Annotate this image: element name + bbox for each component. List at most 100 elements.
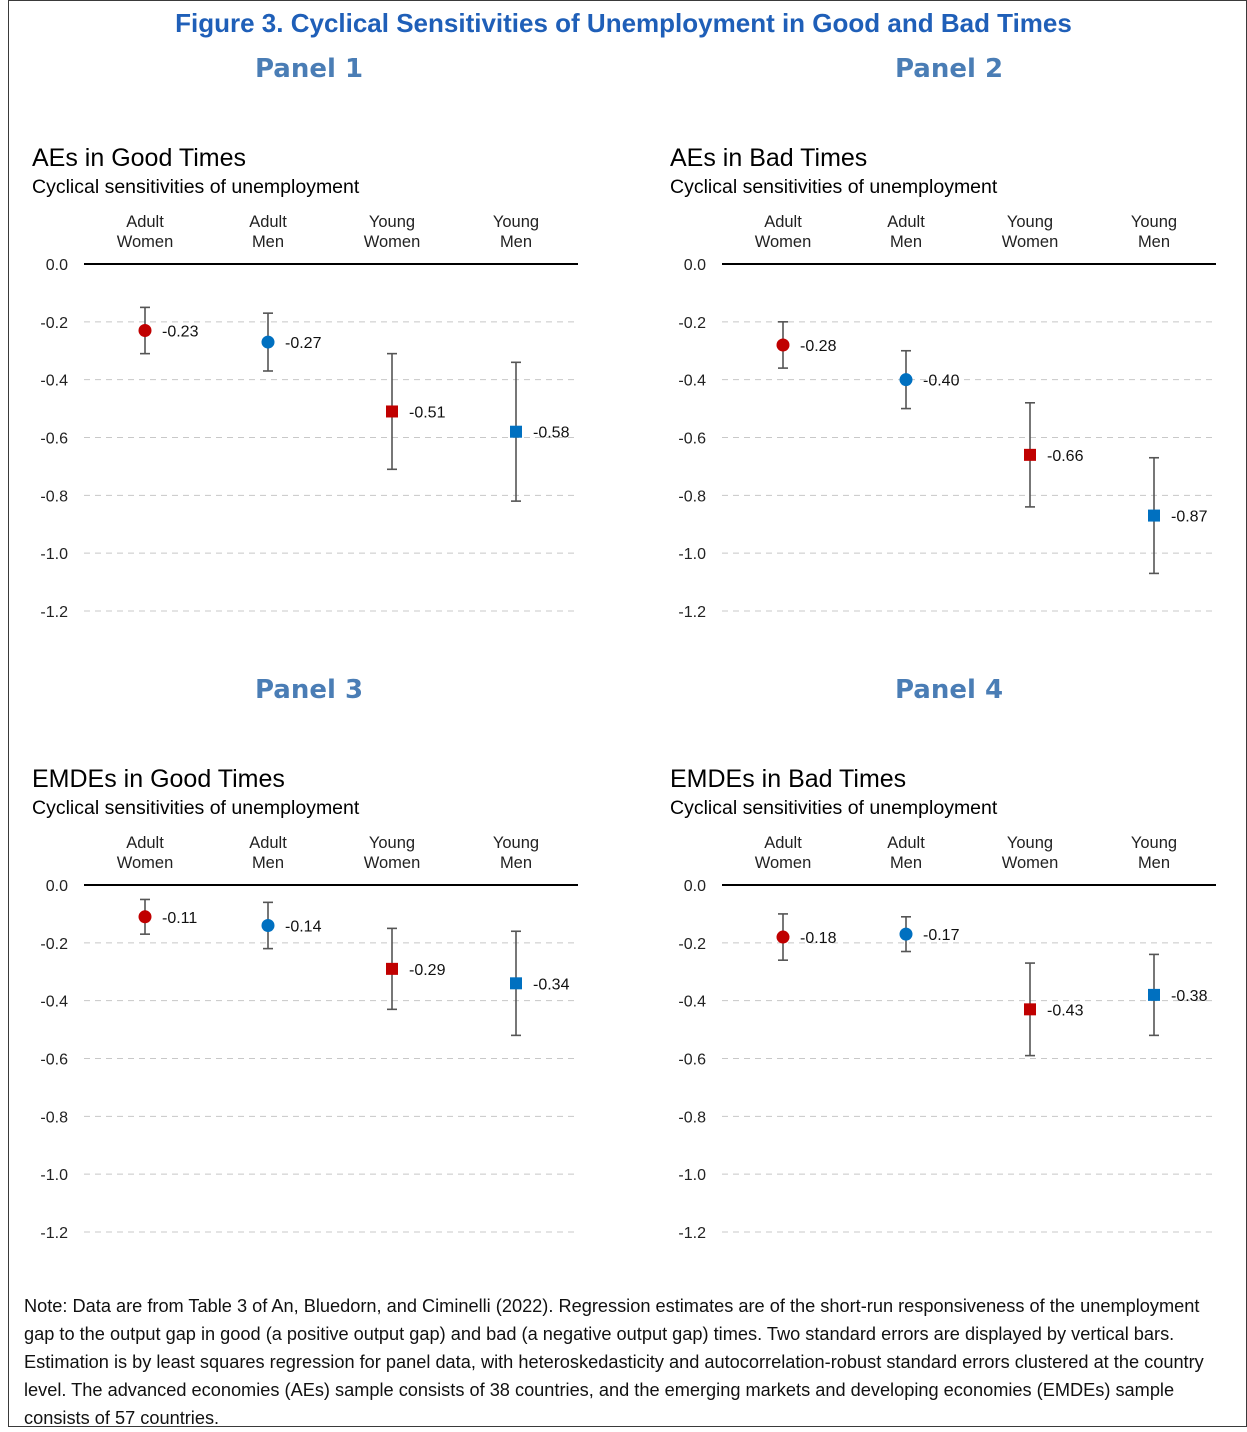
category-label-line: Women: [755, 854, 812, 872]
data-label: -0.14: [285, 918, 322, 935]
category-label: Adult Men: [249, 834, 287, 872]
y-tick-label: -0.4: [678, 994, 706, 1011]
y-tick-label: -1.2: [678, 604, 706, 621]
data-label: -0.27: [285, 335, 322, 352]
category-label-line: Young: [1007, 834, 1053, 852]
y-tick-label: -0.8: [40, 488, 68, 505]
data-label: -0.58: [533, 425, 570, 442]
point-circle: [776, 930, 790, 944]
data-label: -0.18: [800, 930, 837, 947]
figure-note: Note: Data are from Table 3 of An, Blued…: [24, 1296, 1204, 1428]
data-label: -0.29: [409, 962, 446, 979]
y-tick-label: -1.0: [678, 546, 706, 563]
y-tick-label: -0.8: [40, 1109, 68, 1126]
y-tick-label: -0.4: [40, 994, 68, 1011]
y-tick-label: -1.0: [678, 1167, 706, 1184]
chart-subtitle: Cyclical sensitivities of unemployment: [670, 797, 998, 819]
point-square: [1148, 988, 1160, 1001]
category-label-line: Women: [117, 233, 174, 251]
category-label-line: Women: [364, 854, 421, 872]
category-label: Young Women: [364, 834, 421, 872]
point-square: [1024, 1003, 1036, 1016]
point-square: [510, 425, 522, 438]
category-label-line: Men: [890, 854, 922, 872]
data-label: -0.11: [162, 910, 197, 927]
data-label: -0.38: [1171, 988, 1208, 1005]
y-tick-label: -0.4: [40, 373, 68, 390]
data-label: -0.23: [162, 324, 199, 341]
y-tick-label: -0.4: [678, 373, 706, 390]
category-label-line: Adult: [887, 213, 925, 231]
panel-label-3: Panel 3: [254, 675, 364, 705]
data-label: -0.40: [923, 373, 960, 390]
chart-subtitle: Cyclical sensitivities of unemployment: [670, 176, 998, 198]
category-label-line: Men: [1138, 233, 1170, 251]
category-label-line: Young: [1007, 213, 1053, 231]
category-label-line: Adult: [249, 213, 287, 231]
y-tick-label: -0.2: [678, 315, 706, 332]
category-label: Young Men: [493, 834, 539, 872]
category-label-line: Adult: [887, 834, 925, 852]
category-label: Young Men: [1131, 834, 1177, 872]
point-square: [386, 962, 398, 975]
point-square: [1024, 448, 1036, 461]
y-tick-label: -0.2: [40, 936, 68, 953]
y-tick-label: -1.2: [40, 1225, 68, 1242]
panel-label-4: Panel 4: [894, 675, 1004, 705]
point-square: [386, 405, 398, 418]
y-tick-label: -0.8: [678, 1109, 706, 1126]
category-label-line: Men: [500, 233, 532, 251]
y-tick-label: 0.0: [46, 257, 68, 274]
category-label: Adult Women: [117, 213, 174, 251]
y-tick-label: 0.0: [684, 878, 706, 895]
category-label: Adult Men: [249, 213, 287, 251]
category-label-line: Young: [369, 834, 415, 852]
category-label-line: Young: [493, 834, 539, 852]
category-label-line: Men: [252, 854, 284, 872]
chart-title: EMDEs in Good Times: [32, 765, 285, 793]
category-label-line: Young: [493, 213, 539, 231]
category-label: Young Men: [493, 213, 539, 251]
category-label: Young Women: [364, 213, 421, 251]
category-label-line: Adult: [126, 834, 164, 852]
category-label: Adult Women: [117, 834, 174, 872]
category-label: Adult Women: [755, 213, 812, 251]
category-label-line: Women: [364, 233, 421, 251]
chart-title: EMDEs in Bad Times: [670, 765, 906, 793]
y-tick-label: -1.2: [40, 604, 68, 621]
point-square: [510, 977, 522, 990]
category-label-line: Young: [1131, 834, 1177, 852]
category-label-line: Men: [252, 233, 284, 251]
category-label-line: Women: [117, 854, 174, 872]
category-label: Young Men: [1131, 213, 1177, 251]
category-label-line: Men: [500, 854, 532, 872]
chart-emdes-bad-times: EMDEs in Bad Times Cyclical sensitivities…: [670, 765, 1216, 1242]
category-label-line: Men: [890, 233, 922, 251]
chart-title: AEs in Good Times: [32, 144, 246, 172]
chart-aes-bad-times: AEs in Bad Times Cyclical sensitivities o…: [670, 144, 1216, 621]
point-circle: [899, 373, 913, 387]
figure-title: Figure 3. Cyclical Sensitivities of Unem…: [175, 8, 1072, 38]
chart-emdes-good-times: EMDEs in Good Times Cyclical sensitivitie…: [32, 765, 578, 1242]
category-label-line: Young: [1131, 213, 1177, 231]
point-circle: [138, 910, 152, 924]
data-label: -0.34: [533, 976, 570, 993]
category-label: Young Women: [1002, 834, 1059, 872]
panel-label-1: Panel 1: [254, 54, 364, 84]
category-label-line: Young: [369, 213, 415, 231]
category-label: Adult Women: [755, 834, 812, 872]
data-label: -0.28: [800, 338, 837, 355]
point-circle: [261, 335, 275, 349]
data-label: -0.66: [1047, 448, 1084, 465]
data-label: -0.43: [1047, 1002, 1084, 1019]
y-tick-label: -0.2: [40, 315, 68, 332]
category-label-line: Women: [1002, 854, 1059, 872]
chart-title: AEs in Bad Times: [670, 144, 867, 172]
y-tick-label: -1.0: [40, 546, 68, 563]
category-label-line: Women: [1002, 233, 1059, 251]
category-label-line: Adult: [249, 834, 287, 852]
category-label-line: Men: [1138, 854, 1170, 872]
point-circle: [899, 927, 913, 941]
point-circle: [261, 918, 275, 932]
category-label-line: Adult: [764, 834, 802, 852]
